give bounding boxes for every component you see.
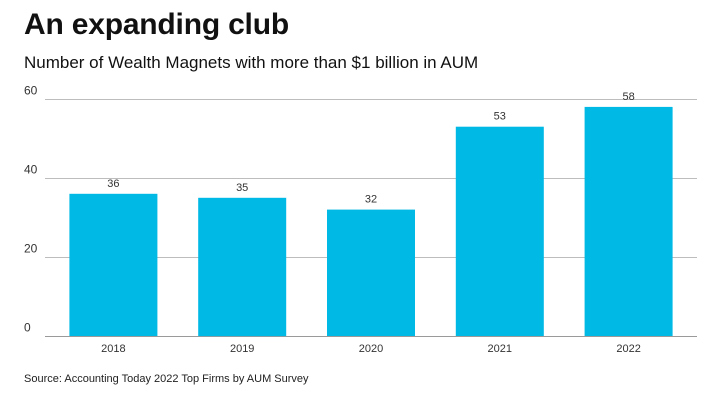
bar-2019 — [198, 197, 287, 337]
x-tick-label-2022: 2022 — [616, 343, 640, 355]
y-tick-label-60: 60 — [24, 84, 38, 98]
chart-title: An expanding club — [24, 8, 289, 41]
bar-2022 — [584, 106, 673, 337]
x-tick-label-2020: 2020 — [359, 343, 383, 355]
data-label-2019: 35 — [236, 182, 248, 194]
data-label-2020: 32 — [365, 194, 377, 206]
x-tick-label-2018: 2018 — [101, 343, 125, 355]
source-note: Source: Accounting Today 2022 Top Firms … — [24, 373, 309, 385]
x-axis-tick-labels: 2018 2019 2020 2021 2022 — [101, 343, 641, 355]
bars — [69, 106, 673, 337]
data-label-2022: 58 — [622, 91, 634, 103]
data-label-2018: 36 — [107, 178, 119, 190]
y-tick-label-0: 0 — [24, 321, 31, 335]
y-axis-tick-labels: 0 20 40 60 — [24, 84, 38, 335]
chart-subtitle: Number of Wealth Magnets with more than … — [24, 53, 479, 72]
bar-2018 — [69, 193, 158, 336]
bar-2021 — [455, 126, 544, 336]
data-label-2021: 53 — [494, 111, 506, 123]
x-tick-label-2021: 2021 — [488, 343, 512, 355]
data-labels: 36 35 32 53 58 — [107, 91, 634, 206]
bar-2020 — [327, 209, 415, 336]
y-tick-label-20: 20 — [24, 242, 38, 256]
y-tick-label-40: 40 — [24, 163, 38, 177]
x-tick-label-2019: 2019 — [230, 343, 254, 355]
